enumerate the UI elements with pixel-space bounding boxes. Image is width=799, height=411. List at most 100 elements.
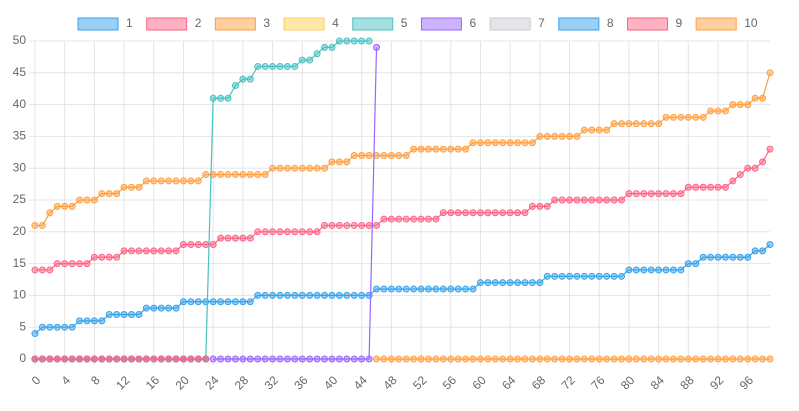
data-point <box>759 158 767 166</box>
data-point <box>298 228 306 236</box>
data-point <box>38 323 46 331</box>
data-point <box>231 298 239 306</box>
data-point <box>387 151 395 159</box>
data-point <box>714 183 722 191</box>
data-point <box>655 266 663 274</box>
x-tick-label: 36 <box>291 373 311 393</box>
data-point <box>514 209 522 217</box>
data-point <box>209 355 217 363</box>
data-point <box>610 196 618 204</box>
data-point <box>610 355 618 363</box>
data-point <box>417 145 425 153</box>
data-point <box>321 43 329 51</box>
data-point <box>744 164 752 172</box>
data-point <box>291 291 299 299</box>
data-point <box>573 272 581 280</box>
data-point <box>53 323 61 331</box>
data-point <box>618 120 626 128</box>
data-point <box>61 355 69 363</box>
data-point <box>283 164 291 172</box>
data-point <box>417 285 425 293</box>
data-point <box>588 272 596 280</box>
data-point <box>669 266 677 274</box>
y-tick-label: 45 <box>13 65 27 79</box>
data-point <box>744 101 752 109</box>
legend-item: 8 <box>558 16 614 31</box>
data-point <box>729 355 737 363</box>
data-point <box>202 171 210 179</box>
data-point <box>566 196 574 204</box>
data-point <box>120 310 128 318</box>
data-point <box>76 355 84 363</box>
data-point <box>365 37 373 45</box>
data-point <box>231 171 239 179</box>
data-point <box>432 355 440 363</box>
data-point <box>603 126 611 134</box>
data-point <box>194 177 202 185</box>
data-point <box>291 62 299 70</box>
data-point <box>31 355 39 363</box>
data-point <box>335 355 343 363</box>
data-point <box>551 196 559 204</box>
data-point <box>595 355 603 363</box>
data-point <box>209 171 217 179</box>
data-point <box>640 266 648 274</box>
data-point <box>179 355 187 363</box>
legend-label: 6 <box>469 16 476 30</box>
data-point <box>566 272 574 280</box>
data-point <box>113 310 121 318</box>
data-point <box>566 132 574 140</box>
data-point <box>231 82 239 90</box>
data-point <box>462 285 470 293</box>
data-point <box>105 355 113 363</box>
data-point <box>684 183 692 191</box>
data-point <box>254 171 262 179</box>
x-tick-label: 60 <box>469 373 489 393</box>
data-point <box>387 355 395 363</box>
data-point <box>217 171 225 179</box>
data-point <box>313 355 321 363</box>
data-point <box>246 171 254 179</box>
data-point <box>387 285 395 293</box>
data-point <box>306 228 314 236</box>
data-point <box>632 190 640 198</box>
data-point <box>246 298 254 306</box>
data-point <box>335 37 343 45</box>
data-point <box>53 260 61 268</box>
data-point <box>239 234 247 242</box>
data-point <box>105 190 113 198</box>
data-point <box>90 196 98 204</box>
data-point <box>98 355 106 363</box>
data-point <box>135 355 143 363</box>
x-tick-label: 0 <box>29 373 44 388</box>
data-point <box>684 260 692 268</box>
x-tick-label: 68 <box>529 373 549 393</box>
data-point <box>83 196 91 204</box>
legend-label: 8 <box>607 16 614 30</box>
data-point <box>387 215 395 223</box>
data-point <box>217 234 225 242</box>
data-point <box>283 355 291 363</box>
data-point <box>595 272 603 280</box>
data-point <box>603 196 611 204</box>
data-point <box>640 355 648 363</box>
data-point <box>536 279 544 287</box>
x-tick-label: 76 <box>588 373 608 393</box>
data-point <box>447 285 455 293</box>
data-point <box>269 62 277 70</box>
data-point <box>113 355 121 363</box>
data-point <box>269 355 277 363</box>
data-point <box>536 132 544 140</box>
data-point <box>261 355 269 363</box>
data-point <box>328 43 336 51</box>
data-point <box>647 190 655 198</box>
x-tick-label: 4 <box>58 373 73 388</box>
x-tick-label: 8 <box>88 373 103 388</box>
data-point <box>514 279 522 287</box>
data-point <box>707 253 715 261</box>
data-point <box>647 355 655 363</box>
data-point <box>647 120 655 128</box>
legend-label: 10 <box>744 16 758 30</box>
data-point <box>298 164 306 172</box>
data-point <box>721 183 729 191</box>
